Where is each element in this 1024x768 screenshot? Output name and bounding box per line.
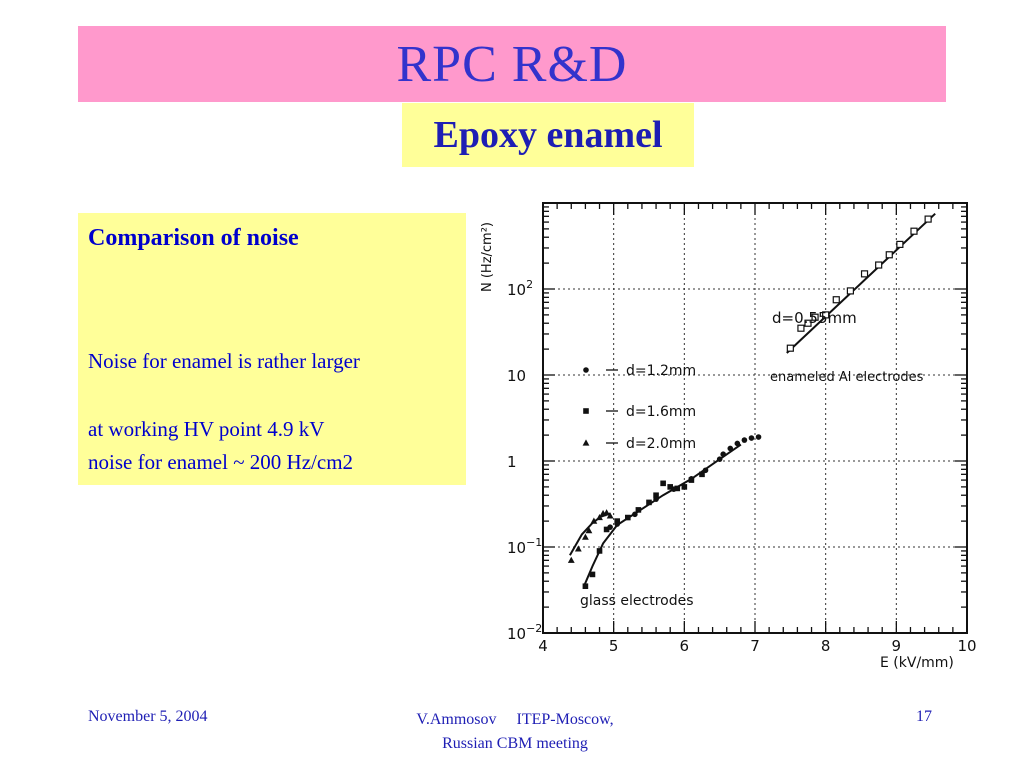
data-point <box>811 313 819 321</box>
x-tick-label: 4 <box>538 637 548 655</box>
noise-chart: 4 5 6 7 8 9 10 10−2 10−1 1 10 102 d=1.2mm d=1.6mm d=… <box>472 195 982 675</box>
data-point <box>741 437 748 443</box>
x-tick-label: 7 <box>750 637 760 655</box>
legend-label: d=1.2mm <box>626 363 696 379</box>
data-point <box>688 476 695 482</box>
data-point <box>846 287 854 295</box>
data-point <box>574 545 582 552</box>
grid-lines <box>543 203 967 633</box>
y-tick-label: 102 <box>507 278 533 299</box>
data-point <box>585 527 593 534</box>
data-point <box>786 344 794 352</box>
y-tick-label: 10−1 <box>507 536 542 557</box>
data-points <box>567 215 932 590</box>
data-point <box>625 514 631 521</box>
x-tick-label: 8 <box>821 637 831 655</box>
data-point <box>653 496 659 502</box>
y-axis-label: N (Hz/cm²) <box>480 222 495 292</box>
data-point <box>590 517 598 524</box>
notes-line-1: Noise for enamel is rather larger <box>88 349 360 373</box>
subtitle-box: Epoxy enamel <box>402 103 694 167</box>
data-point <box>632 511 638 518</box>
data-point <box>875 261 883 269</box>
slide-title: RPC R&D <box>396 35 628 93</box>
y-tick-exponent: −1 <box>526 536 542 549</box>
legend-marker <box>582 439 590 446</box>
legend-marker <box>583 367 589 373</box>
fit-line <box>786 212 936 354</box>
slide-subtitle: Epoxy enamel <box>433 114 663 156</box>
data-point <box>674 485 681 492</box>
data-point <box>896 240 904 249</box>
data-point <box>727 445 734 452</box>
data-point <box>646 499 652 506</box>
y-tick-exponent: 2 <box>526 278 533 291</box>
data-point <box>653 492 659 499</box>
data-point <box>681 484 688 490</box>
x-tick-label: 6 <box>680 637 690 655</box>
y-tick-label: 10 <box>507 367 526 385</box>
data-point <box>755 434 762 440</box>
notes-line-2: at working HV point 4.9 kV <box>88 417 325 441</box>
data-point <box>567 556 575 563</box>
data-point <box>660 480 666 487</box>
data-point <box>614 518 620 524</box>
data-point <box>607 524 613 530</box>
data-point <box>603 509 610 516</box>
annotation-enamel-gap: d=0.55mm <box>772 309 857 327</box>
data-point <box>822 311 830 319</box>
notes-line-3: noise for enamel ~ 200 Hz/cm2 <box>88 450 354 474</box>
notes-heading: Comparison of noise <box>88 225 299 251</box>
data-point <box>596 513 603 521</box>
footer-page-number: 17 <box>916 708 932 725</box>
data-point <box>734 440 741 447</box>
data-point <box>582 583 589 590</box>
y-tick-labels: 10−2 10−1 1 10 102 <box>507 278 542 643</box>
x-tick-label: 10 <box>957 637 976 655</box>
notes-panel: Comparison of noise Noise for enamel is … <box>78 213 466 485</box>
footer-date: November 5, 2004 <box>88 708 208 725</box>
x-axis-label: E (kV/mm) <box>880 655 954 671</box>
data-point <box>635 507 642 513</box>
data-point <box>603 526 610 533</box>
axis-ticks <box>542 203 968 634</box>
data-point <box>702 467 709 474</box>
footer-author-line-1: V.Ammosov ITEP-Moscow, <box>416 711 614 728</box>
data-point <box>606 512 614 519</box>
legend-label: d=1.6mm <box>626 404 696 420</box>
data-point <box>860 270 869 278</box>
data-point <box>596 548 603 554</box>
data-point <box>589 571 596 578</box>
x-tick-label: 9 <box>892 637 902 655</box>
y-tick-exponent: −2 <box>526 622 542 635</box>
legend-label: d=2.0mm <box>626 436 696 452</box>
data-point <box>716 456 723 462</box>
y-tick-label: 10−2 <box>507 622 542 643</box>
title-band: RPC R&D <box>78 26 946 102</box>
footer-author: V.Ammosov ITEP-Moscow, Russian CBM meeti… <box>360 708 670 756</box>
annotation-enamel-group: enameled Al electrodes <box>770 370 924 385</box>
y-tick-label: 1 <box>507 453 517 471</box>
data-point <box>670 486 677 492</box>
data-point <box>699 471 705 478</box>
data-point <box>924 215 932 223</box>
footer-author-line-2: Russian CBM meeting <box>442 735 588 752</box>
x-tick-labels: 4 5 6 7 8 9 10 <box>538 637 976 655</box>
data-point <box>720 451 726 457</box>
legend-marker <box>583 408 589 414</box>
data-point <box>667 484 673 490</box>
data-point <box>614 521 620 527</box>
data-point <box>748 435 755 441</box>
x-tick-label: 5 <box>609 637 619 655</box>
data-point <box>582 533 589 540</box>
data-point <box>885 251 893 259</box>
data-point <box>797 324 805 332</box>
annotation-glass-group: glass electrodes <box>580 593 694 609</box>
legend: d=1.2mm d=1.6mm d=2.0mm <box>582 363 696 452</box>
data-point <box>832 296 840 304</box>
data-point <box>804 319 812 327</box>
data-point <box>910 227 918 235</box>
